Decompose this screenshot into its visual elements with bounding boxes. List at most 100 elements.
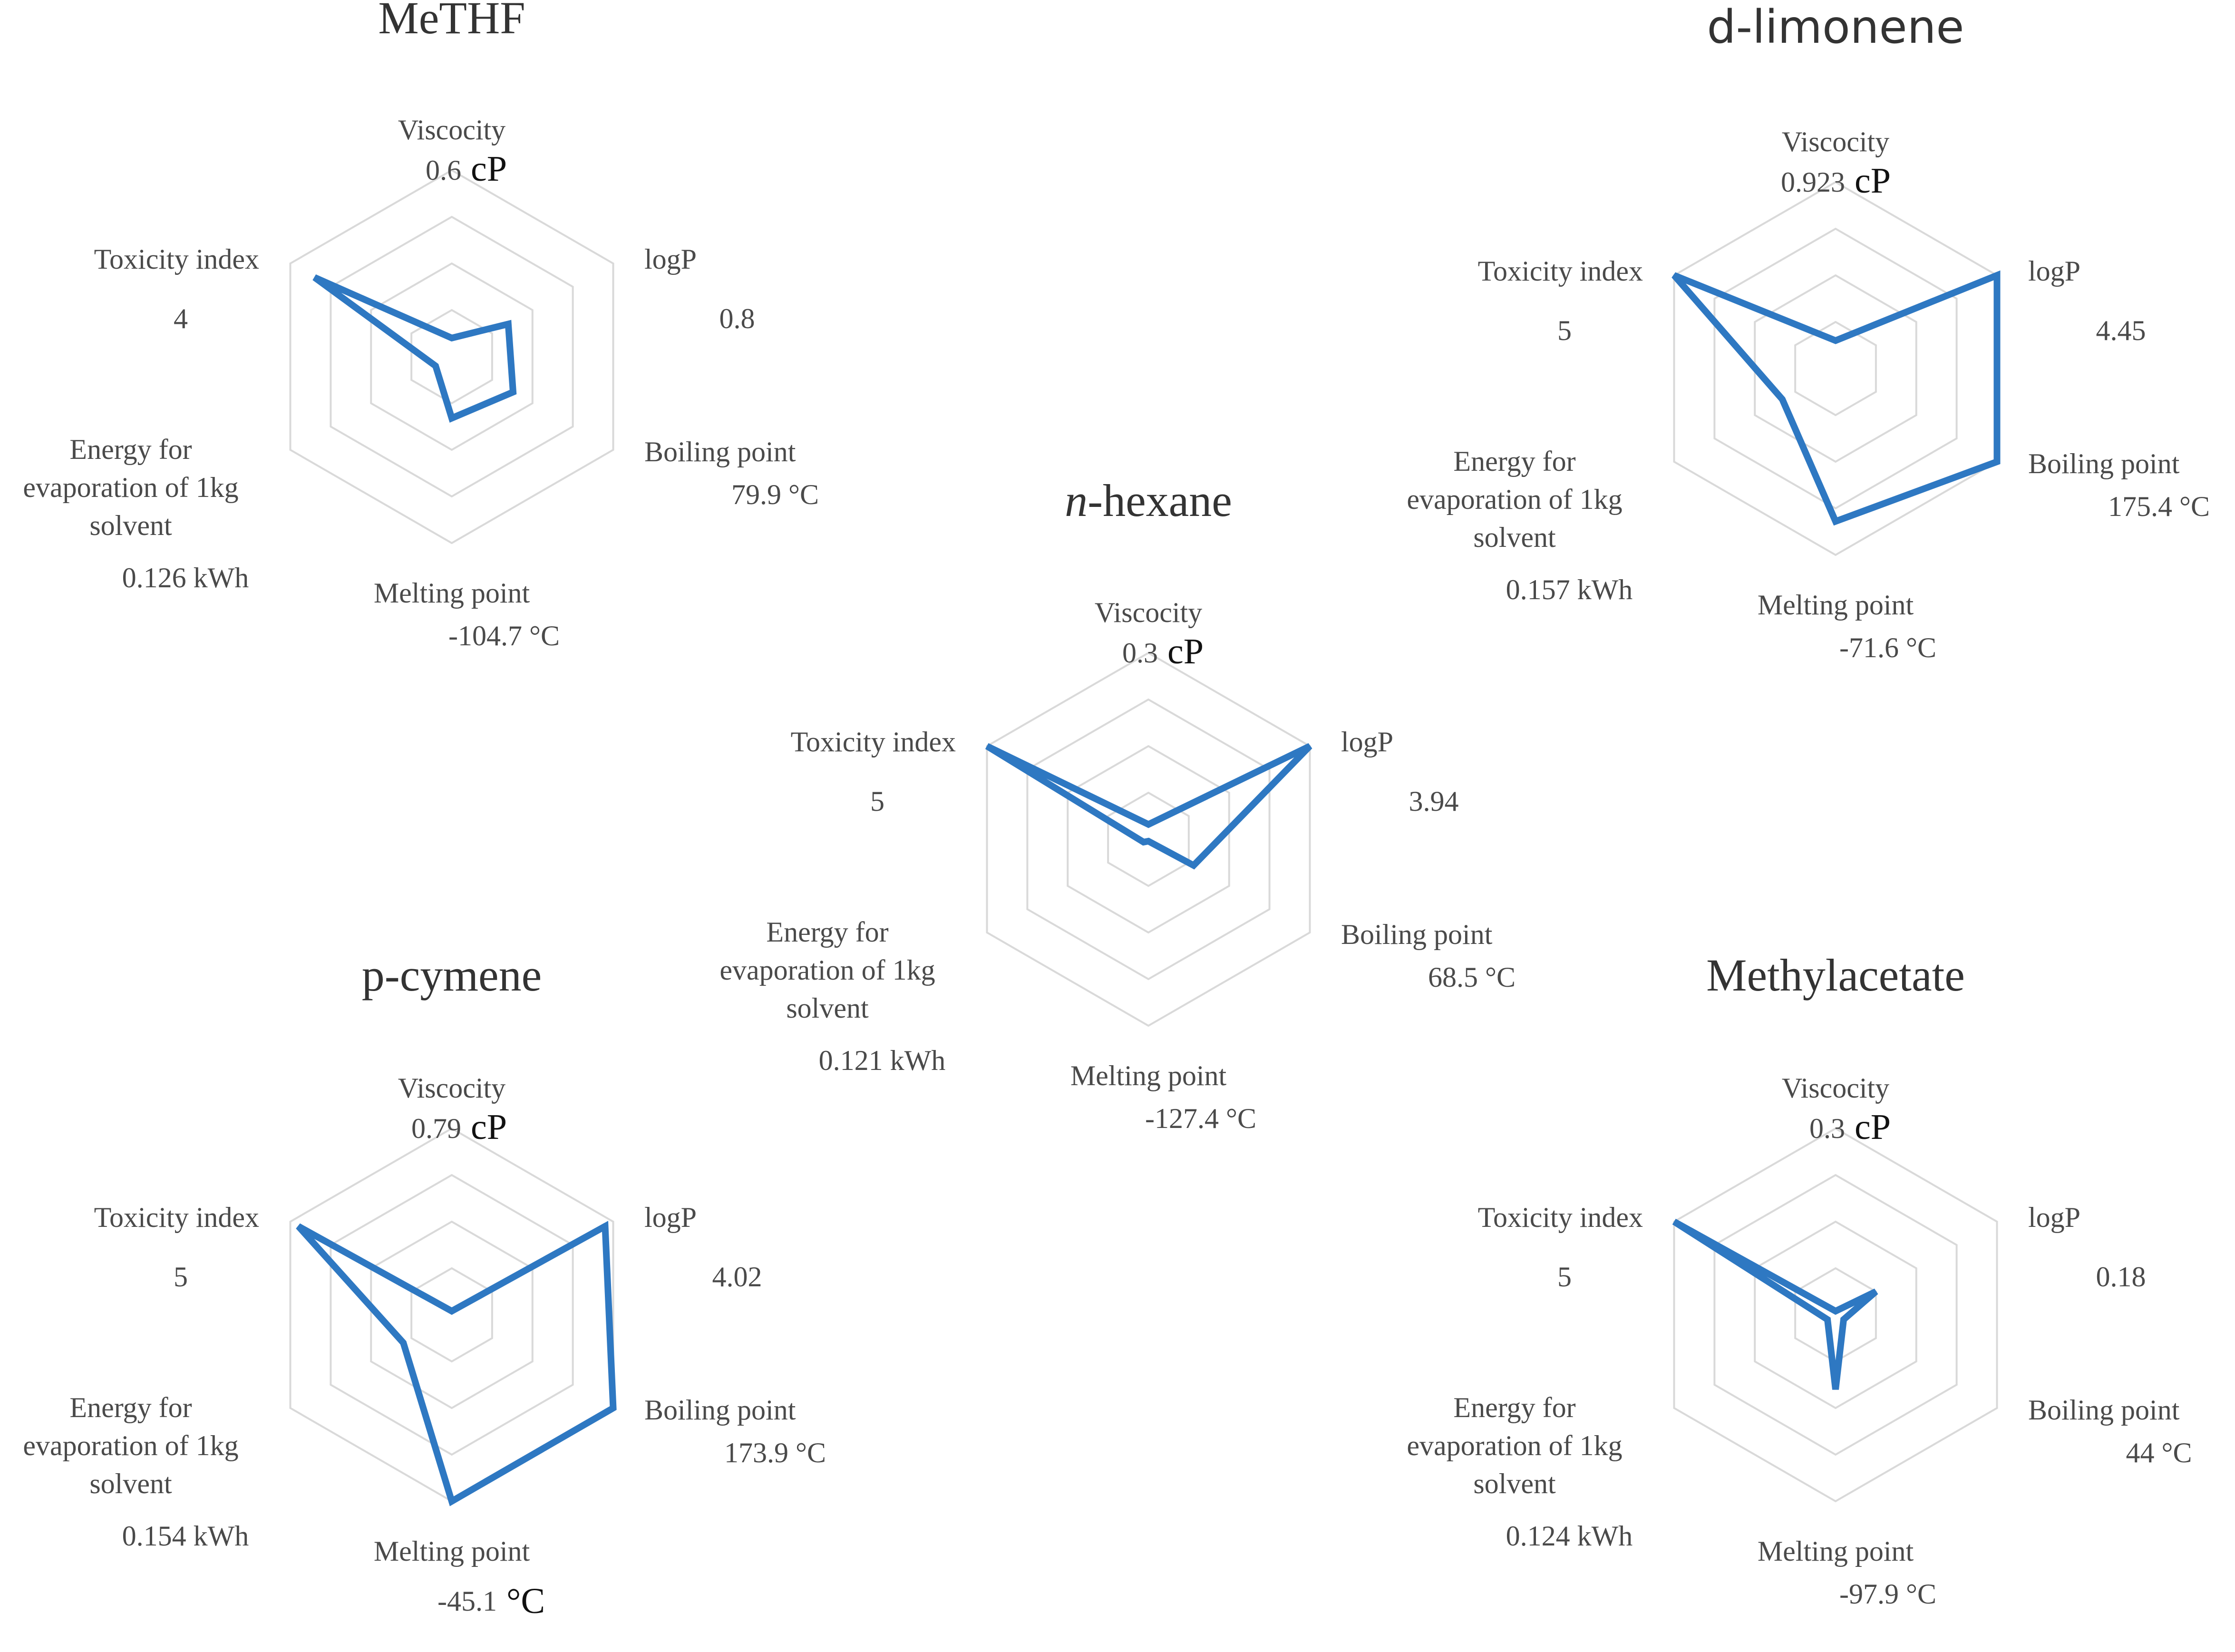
- axis-label-energy-3: solvent: [1473, 522, 1556, 553]
- series-line: [1671, 270, 2001, 526]
- grid-ring-1: [1794, 321, 1877, 417]
- axis-label-toxicity: Toxicity index: [1478, 1202, 1643, 1233]
- chart-title-text: MeTHF: [378, 0, 525, 43]
- value-viscosity: 0.6: [426, 155, 461, 186]
- chart-title: Methylacetate: [1706, 950, 1965, 1001]
- grid-ring-1: [1794, 1267, 1877, 1363]
- radar-chart-2: d-limonene Viscocity 0.923 cP logP 4.45 Boilin…: [1407, 0, 2210, 663]
- axis-label-energy-2: evaporation of 1kg: [1407, 1430, 1622, 1461]
- radar-chart-5: Methylacetate Viscocity 0.3 cP logP 0.18 Boili…: [1407, 950, 2192, 1610]
- axis-label-energy-1: Energy for: [69, 434, 192, 465]
- unit-viscosity: cP: [471, 1107, 507, 1147]
- axis-label-viscosity: Viscocity: [1095, 597, 1202, 628]
- chart-title-text: Methylacetate: [1706, 950, 1965, 1001]
- series-line: [1672, 1218, 1878, 1390]
- axis-label-toxicity: Toxicity index: [94, 1202, 259, 1233]
- value-energy: 0.154 kWh: [122, 1520, 249, 1552]
- axis-label-energy-3: solvent: [786, 992, 869, 1024]
- grid-ring-3: [1713, 227, 1958, 510]
- value-viscosity: 0.79: [411, 1113, 461, 1144]
- value-melting: -45.1: [437, 1585, 497, 1617]
- radar-chart-3: n-hexane Viscocity 0.3 cP logP 3.94 Boiling po…: [719, 475, 1516, 1134]
- grid-ring-4: [1673, 181, 1998, 556]
- grid-ring-3: [1713, 1174, 1958, 1456]
- value-energy: 0.121 kWh: [819, 1045, 946, 1076]
- unit-viscosity: cP: [471, 149, 507, 189]
- axis-label-toxicity: Toxicity index: [791, 726, 956, 758]
- chart-title: p-cymene: [362, 950, 542, 1001]
- axis-label-energy-3: solvent: [1473, 1468, 1556, 1499]
- axis-label-energy-3: solvent: [89, 510, 172, 541]
- value-toxicity: 5: [1557, 1261, 1572, 1292]
- axis-label-logp: logP: [644, 1202, 697, 1233]
- axis-label-boiling: Boiling point: [2028, 1394, 2180, 1426]
- value-melting: -97.9 °C: [1839, 1578, 1936, 1610]
- value-energy: 0.126 kWh: [122, 562, 249, 593]
- axis-label-melting: Melting point: [1070, 1060, 1227, 1091]
- radar-chart-4: p-cymene Viscocity 0.79 cP logP 4.02 Boiling p…: [23, 950, 826, 1621]
- grid-ring-1: [410, 309, 493, 405]
- chart-title-text: p-cymene: [362, 950, 542, 1001]
- axis-label-melting: Melting point: [1758, 589, 1914, 621]
- axis-label-boiling: Boiling point: [644, 1394, 796, 1426]
- axis-label-viscosity: Viscocity: [1782, 126, 1889, 157]
- axis-label-viscosity: Viscocity: [398, 114, 505, 146]
- axis-label-boiling: Boiling point: [2028, 448, 2180, 479]
- value-boiling: 173.9 °C: [724, 1437, 826, 1468]
- value-logp: 0.18: [2096, 1261, 2146, 1292]
- unit-viscosity: cP: [1855, 1107, 1891, 1147]
- axis-label-logp: logP: [2028, 1202, 2080, 1233]
- value-boiling: 44 °C: [2126, 1437, 2192, 1468]
- unit-melting: °C: [506, 1581, 545, 1621]
- axis-label-logp: logP: [1341, 726, 1393, 758]
- value-toxicity: 5: [1557, 315, 1572, 346]
- axis-label-energy-1: Energy for: [1453, 446, 1575, 477]
- axis-label-melting: Melting point: [374, 577, 530, 609]
- value-toxicity: 5: [870, 786, 884, 817]
- axis-label-toxicity: Toxicity index: [94, 243, 259, 275]
- value-melting: -71.6 °C: [1839, 632, 1936, 663]
- value-boiling: 79.9 °C: [731, 479, 819, 510]
- value-boiling: 175.4 °C: [2108, 491, 2210, 522]
- value-viscosity: 0.3: [1122, 637, 1158, 669]
- unit-viscosity: cP: [1855, 161, 1891, 201]
- value-energy: 0.157 kWh: [1506, 574, 1633, 605]
- value-viscosity: 0.923: [1781, 166, 1845, 198]
- grid-ring-2: [1754, 274, 1917, 463]
- value-melting: -104.7 °C: [448, 620, 560, 651]
- axis-label-melting: Melting point: [374, 1535, 530, 1567]
- chart-title: d-limonene: [1707, 0, 1964, 54]
- chart-title-italic: n: [1065, 475, 1088, 526]
- axis-label-energy-1: Energy for: [1453, 1392, 1575, 1423]
- axis-label-boiling: Boiling point: [1341, 919, 1493, 950]
- axis-label-logp: logP: [2028, 255, 2080, 287]
- value-viscosity: 0.3: [1809, 1113, 1845, 1144]
- grid-ring-3: [330, 215, 574, 498]
- series-line: [296, 1221, 617, 1506]
- axis-label-energy-1: Energy for: [69, 1392, 192, 1423]
- value-melting: -127.4 °C: [1145, 1103, 1256, 1134]
- grid-ring-4: [1673, 1127, 1998, 1503]
- chart-title: n-hexane: [1065, 475, 1232, 526]
- chart-title: MeTHF: [378, 0, 525, 43]
- grid-ring-4: [289, 169, 614, 544]
- series-line: [312, 274, 517, 423]
- axis-label-energy-3: solvent: [89, 1468, 172, 1499]
- value-logp: 3.94: [1409, 786, 1459, 817]
- value-energy: 0.124 kWh: [1506, 1520, 1633, 1552]
- axis-label-energy-2: evaporation of 1kg: [23, 1430, 238, 1461]
- axis-label-boiling: Boiling point: [644, 436, 796, 467]
- axis-label-toxicity: Toxicity index: [1478, 255, 1643, 287]
- value-boiling: 68.5 °C: [1428, 962, 1516, 993]
- radar-chart-1: MeTHF Viscocity 0.6 cP logP 0.8 Boiling point 7…: [23, 0, 819, 651]
- value-logp: 4.02: [712, 1261, 762, 1292]
- axis-label-viscosity: Viscocity: [398, 1072, 505, 1104]
- value-toxicity: 4: [174, 303, 188, 334]
- axis-label-melting: Melting point: [1758, 1535, 1914, 1567]
- value-toxicity: 5: [174, 1261, 188, 1292]
- series-line: [985, 743, 1312, 870]
- axis-label-energy-2: evaporation of 1kg: [1407, 484, 1622, 515]
- axis-label-energy-2: evaporation of 1kg: [719, 954, 935, 986]
